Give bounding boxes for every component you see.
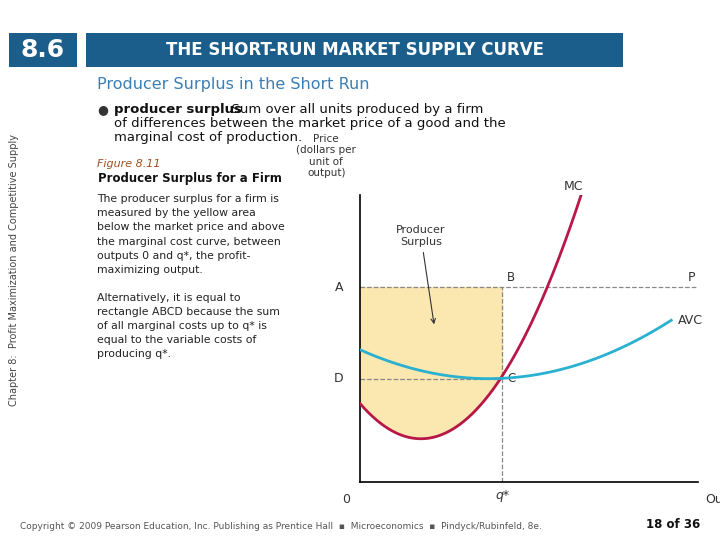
Text: THE SHORT-RUN MARKET SUPPLY CURVE: THE SHORT-RUN MARKET SUPPLY CURVE xyxy=(166,41,544,59)
FancyBboxPatch shape xyxy=(86,33,623,67)
Text: producing q*.: producing q*. xyxy=(97,349,171,359)
Text: of all marginal costs up to q* is: of all marginal costs up to q* is xyxy=(97,321,267,331)
Text: the marginal cost curve, between: the marginal cost curve, between xyxy=(97,237,281,247)
Text: Alternatively, it is equal to: Alternatively, it is equal to xyxy=(97,293,240,303)
Text: A: A xyxy=(335,281,343,294)
Text: D: D xyxy=(333,372,343,385)
Text: C: C xyxy=(507,372,516,385)
Text: Sum over all units produced by a firm: Sum over all units produced by a firm xyxy=(223,103,484,116)
Text: rectangle ABCD because the sum: rectangle ABCD because the sum xyxy=(97,307,280,317)
Text: Output: Output xyxy=(705,493,720,506)
Text: P: P xyxy=(688,271,696,284)
Text: Price
(dollars per
unit of
output): Price (dollars per unit of output) xyxy=(296,133,356,178)
Text: Producer
Surplus: Producer Surplus xyxy=(396,225,446,323)
Text: B: B xyxy=(507,271,516,284)
Text: Producer Surplus in the Short Run: Producer Surplus in the Short Run xyxy=(97,77,369,92)
Text: of differences between the market price of a good and the: of differences between the market price … xyxy=(114,117,505,130)
Text: 18 of 36: 18 of 36 xyxy=(646,518,700,531)
Text: 8.6: 8.6 xyxy=(20,38,65,62)
Text: Figure 8.11: Figure 8.11 xyxy=(97,159,161,170)
Text: Producer Surplus for a Firm: Producer Surplus for a Firm xyxy=(98,172,282,185)
Text: maximizing output.: maximizing output. xyxy=(97,265,203,275)
Text: measured by the yellow area: measured by the yellow area xyxy=(97,208,256,219)
Text: producer surplus: producer surplus xyxy=(114,103,242,116)
Text: below the market price and above: below the market price and above xyxy=(97,222,285,233)
Text: q*: q* xyxy=(495,489,509,502)
Text: Chapter 8:  Profit Maximization and Competitive Supply: Chapter 8: Profit Maximization and Compe… xyxy=(9,134,19,406)
Text: The producer surplus for a firm is: The producer surplus for a firm is xyxy=(97,194,279,205)
FancyBboxPatch shape xyxy=(9,33,77,67)
Text: Copyright © 2009 Pearson Education, Inc. Publishing as Prentice Hall  ▪  Microec: Copyright © 2009 Pearson Education, Inc.… xyxy=(20,522,542,531)
Text: 0: 0 xyxy=(342,493,350,506)
Text: ●: ● xyxy=(97,103,108,116)
Text: MC: MC xyxy=(564,180,583,193)
Text: outputs 0 and q*, the profit-: outputs 0 and q*, the profit- xyxy=(97,251,251,261)
Text: equal to the variable costs of: equal to the variable costs of xyxy=(97,335,256,345)
Text: marginal cost of production.: marginal cost of production. xyxy=(114,131,302,144)
Text: AVC: AVC xyxy=(678,314,703,327)
